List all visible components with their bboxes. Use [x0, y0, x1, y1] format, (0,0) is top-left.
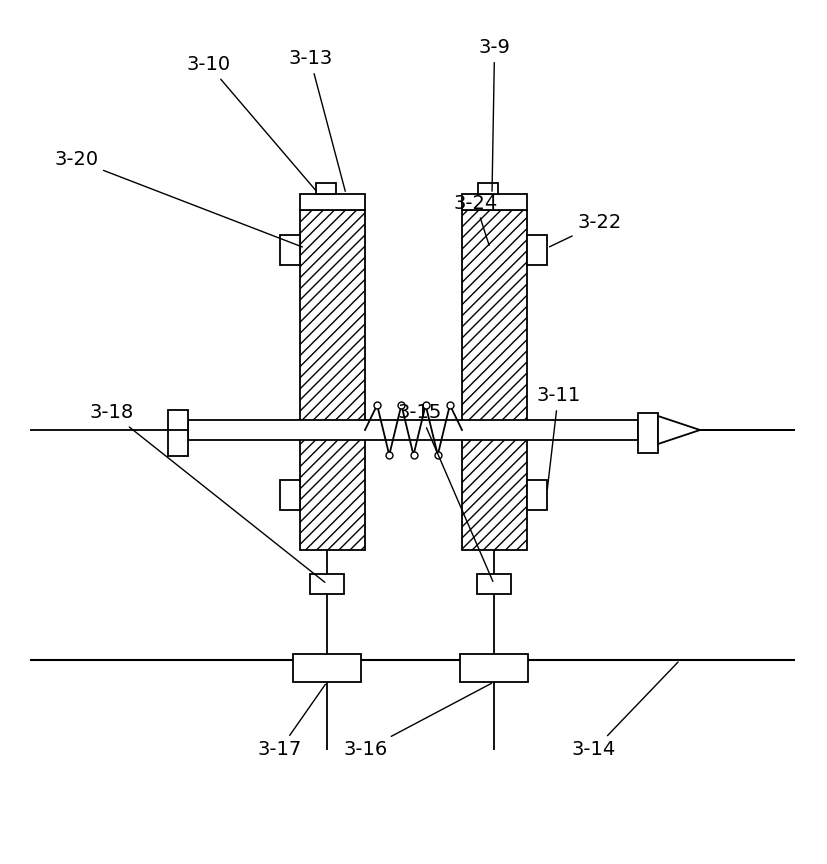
Polygon shape — [462, 210, 527, 550]
Text: 3-20: 3-20 — [54, 150, 303, 247]
Text: 3-18: 3-18 — [89, 403, 325, 582]
Text: 3-9: 3-9 — [479, 38, 510, 191]
Text: 3-22: 3-22 — [549, 213, 622, 247]
Polygon shape — [300, 194, 365, 210]
Polygon shape — [527, 235, 547, 265]
Polygon shape — [168, 410, 188, 456]
Text: 3-11: 3-11 — [536, 386, 581, 489]
Text: 3-16: 3-16 — [343, 683, 491, 759]
Polygon shape — [188, 420, 638, 440]
Polygon shape — [527, 480, 547, 510]
Text: 3-14: 3-14 — [571, 662, 678, 759]
Polygon shape — [280, 480, 300, 510]
Polygon shape — [310, 574, 344, 594]
Polygon shape — [638, 413, 658, 453]
Text: 3-10: 3-10 — [186, 55, 316, 191]
Text: 3-15: 3-15 — [398, 403, 493, 581]
Polygon shape — [316, 183, 336, 194]
Polygon shape — [477, 574, 511, 594]
Polygon shape — [462, 194, 527, 210]
Polygon shape — [300, 210, 365, 550]
Polygon shape — [293, 654, 361, 682]
Text: 3-17: 3-17 — [257, 684, 325, 759]
Text: 3-13: 3-13 — [288, 49, 346, 191]
Polygon shape — [460, 654, 528, 682]
Polygon shape — [478, 183, 498, 194]
Polygon shape — [658, 416, 700, 444]
Text: 3-24: 3-24 — [453, 194, 498, 245]
Polygon shape — [280, 235, 300, 265]
